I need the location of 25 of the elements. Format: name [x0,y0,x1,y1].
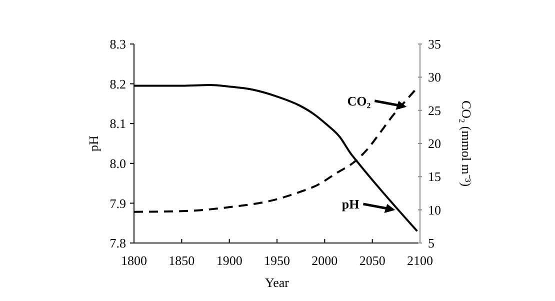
x-tick-label: 1850 [168,253,195,268]
y-tick-label: 7.8 [110,236,126,251]
y2-tick-label: 35 [428,36,441,52]
y2-tick-label: 30 [428,70,441,85]
x-tick-label: 1900 [216,253,242,268]
x-tick-label: 2000 [312,253,338,268]
y-tick-label: 8.0 [110,156,126,171]
y-tick-label: 8.2 [110,76,126,92]
x-tick-label: 2100 [407,253,433,268]
y2-tick-label: 5 [428,236,434,251]
x-tick-label: 1800 [121,253,147,268]
y2-tick-label: 20 [428,136,441,152]
y2-tick-label: 15 [428,169,441,184]
y-tick-label: 8.1 [110,116,126,132]
x-tick-label: 1950 [264,253,290,268]
y2-tick-label: 25 [428,102,441,118]
y-tick-label: 8.3 [110,36,126,52]
y-tick-label: 7.9 [110,196,126,211]
x-tick-label: 2050 [359,253,386,268]
y2-tick-label: 10 [428,202,441,218]
annotation: pH [342,196,360,212]
x-axis-title: Year [265,275,290,290]
y2-axis-title: CO₂ (mmol m⁻³) [459,100,474,187]
annotation: CO₂ [347,93,371,108]
y-axis-title: pH [86,136,101,152]
